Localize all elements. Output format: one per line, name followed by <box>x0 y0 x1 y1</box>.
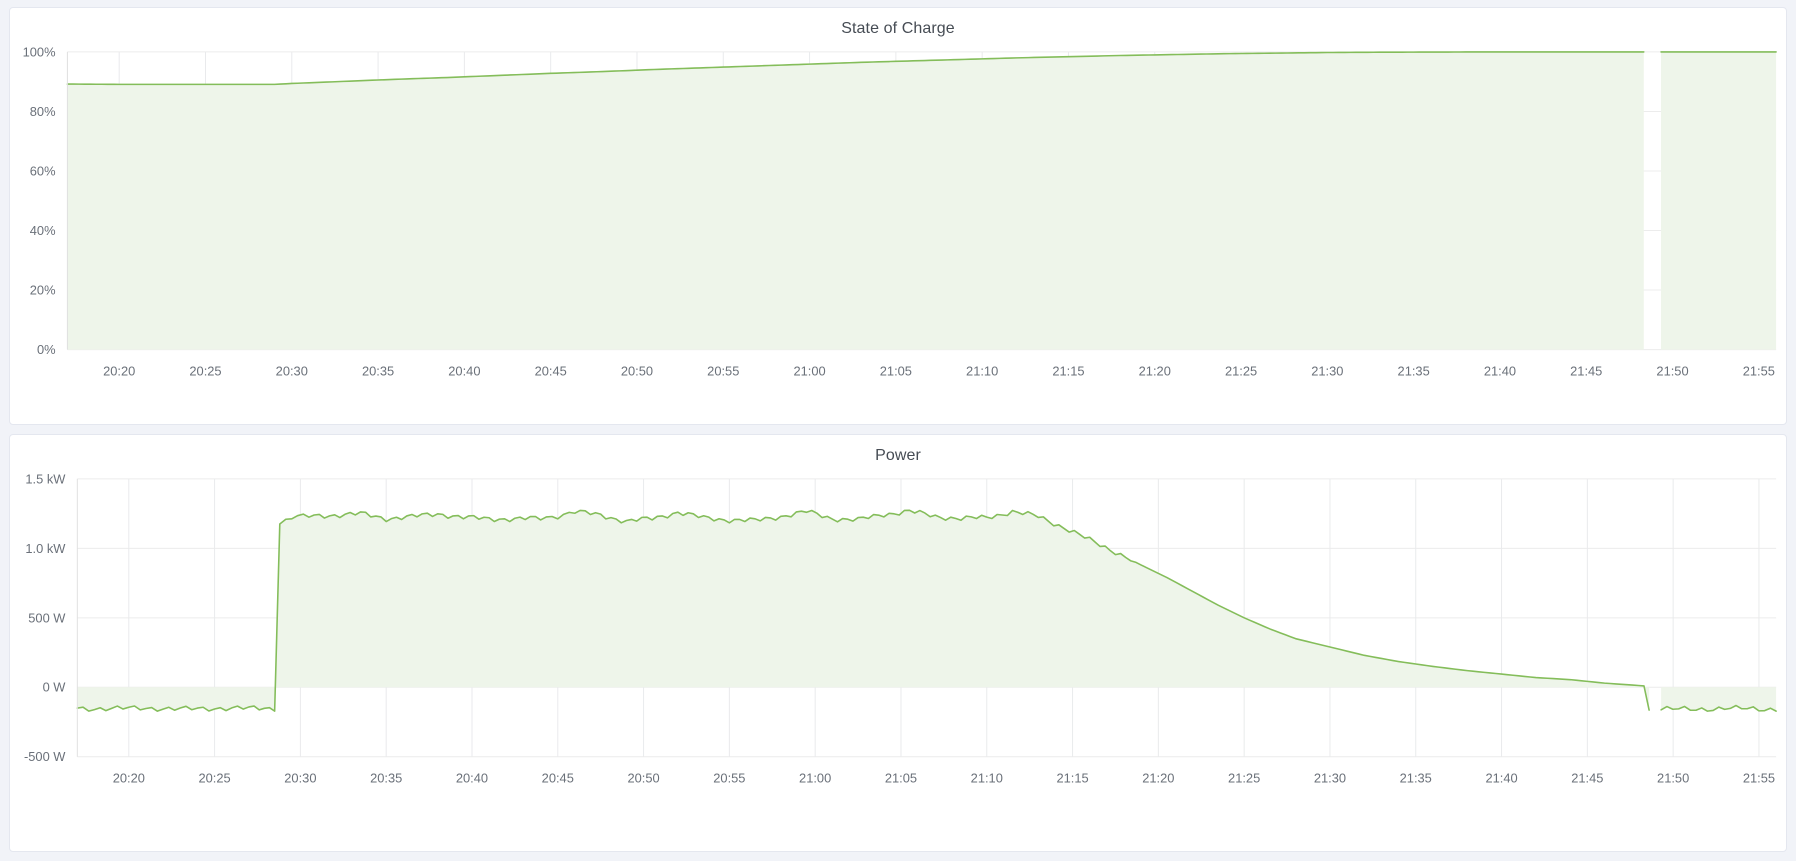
x-axis-tick-label: 20:50 <box>621 363 653 378</box>
x-axis-tick-label: 20:25 <box>198 771 230 786</box>
x-axis-tick-label: 21:15 <box>1056 771 1088 786</box>
x-axis-tick-label: 20:40 <box>448 363 480 378</box>
state-of-charge-svg: 0% 20% 40% 60% 80% 100% 20:20 20:25 20:30 20:35 20… <box>23 44 1777 378</box>
x-axis-tick-label: 21:05 <box>880 363 912 378</box>
x-axis-tick-label: 21:25 <box>1225 363 1257 378</box>
x-axis-tick-label: 21:50 <box>1656 363 1688 378</box>
power-plot: -500 W 0 W 500 W 1.0 kW 1.5 kW 20:20 20:25 20:3… <box>10 469 1786 851</box>
x-axis-tick-label: 21:25 <box>1228 771 1260 786</box>
x-axis-tick-label: 21:35 <box>1400 771 1432 786</box>
x-axis-tick-label: 20:45 <box>535 363 567 378</box>
panel-state-of-charge: State of Charge 0% 20% 40% 60% 80% 100% 20:20 2… <box>9 7 1787 425</box>
x-axis-tick-label: 20:30 <box>276 363 308 378</box>
y-axis-tick-label: 0 W <box>43 680 67 695</box>
x-axis-tick-label: 20:25 <box>189 363 221 378</box>
x-axis-tick-label: 21:10 <box>971 771 1003 786</box>
x-axis-tick-label: 21:45 <box>1571 771 1603 786</box>
x-axis-tick-label: 20:20 <box>113 771 145 786</box>
page-title: State of Charge <box>841 20 955 37</box>
x-axis-tick-label: 21:15 <box>1052 363 1084 378</box>
x-axis-tick-label: 20:35 <box>370 771 402 786</box>
y-axis-tick-label: 60% <box>30 163 56 178</box>
series-area <box>67 51 1644 350</box>
x-axis-tick-label: 21:00 <box>793 363 825 378</box>
y-axis-tick-label: 20% <box>30 283 56 298</box>
x-axis-tick-label: 21:05 <box>885 771 917 786</box>
x-axis-tick-label: 20:55 <box>713 771 745 786</box>
x-axis-tick-label: 21:55 <box>1743 771 1775 786</box>
x-axis-tick-label: 21:00 <box>799 771 831 786</box>
x-axis-tick-label: 20:40 <box>456 771 488 786</box>
series-line <box>1660 704 1777 712</box>
x-axis-tick-label: 20:55 <box>707 363 739 378</box>
y-axis-tick-label: 1.0 kW <box>25 541 66 556</box>
y-axis-tick-label: 80% <box>30 104 56 119</box>
series-area <box>1661 51 1777 350</box>
x-axis-tick-label: 21:45 <box>1570 363 1602 378</box>
y-axis-tick-label: -500 W <box>24 749 66 764</box>
panel-power: Power -500 W 0 W 500 W 1.0 kW 1.5 kW 20:20 20:… <box>9 434 1787 852</box>
x-axis-tick-label: 21:40 <box>1485 771 1517 786</box>
x-axis-tick-label: 20:20 <box>103 363 135 378</box>
x-axis-tick-label: 21:20 <box>1142 771 1174 786</box>
x-axis-tick-label: 20:45 <box>542 771 574 786</box>
x-axis-tick-label: 20:50 <box>627 771 659 786</box>
y-axis-tick-label: 40% <box>30 223 56 238</box>
x-axis-tick-label: 21:30 <box>1314 771 1346 786</box>
series-area <box>1661 687 1777 712</box>
y-axis-tick-label: 1.5 kW <box>25 471 66 486</box>
series-area <box>77 510 1650 712</box>
state-of-charge-plot: 0% 20% 40% 60% 80% 100% 20:20 20:25 20:30 20:35 20… <box>10 42 1786 424</box>
x-axis-tick-label: 21:35 <box>1398 363 1430 378</box>
x-axis-tick-label: 21:55 <box>1743 363 1775 378</box>
x-axis-tick-label: 21:20 <box>1139 363 1171 378</box>
y-axis-tick-label: 0% <box>37 342 56 357</box>
power-svg: -500 W 0 W 500 W 1.0 kW 1.5 kW 20:20 20:25 20:3… <box>24 471 1777 786</box>
x-axis-tick-label: 21:10 <box>966 363 998 378</box>
x-axis-tick-label: 20:35 <box>362 363 394 378</box>
y-axis-tick-label: 500 W <box>28 610 66 625</box>
x-axis-tick-label: 21:50 <box>1657 771 1689 786</box>
y-axis-tick-label: 100% <box>23 44 56 59</box>
series-line <box>76 509 1650 712</box>
x-axis-tick-label: 21:40 <box>1484 363 1516 378</box>
x-axis-tick-label: 21:30 <box>1311 363 1343 378</box>
series-line <box>66 51 1645 86</box>
x-axis-tick-label: 20:30 <box>284 771 316 786</box>
page-title-power: Power <box>875 447 921 464</box>
